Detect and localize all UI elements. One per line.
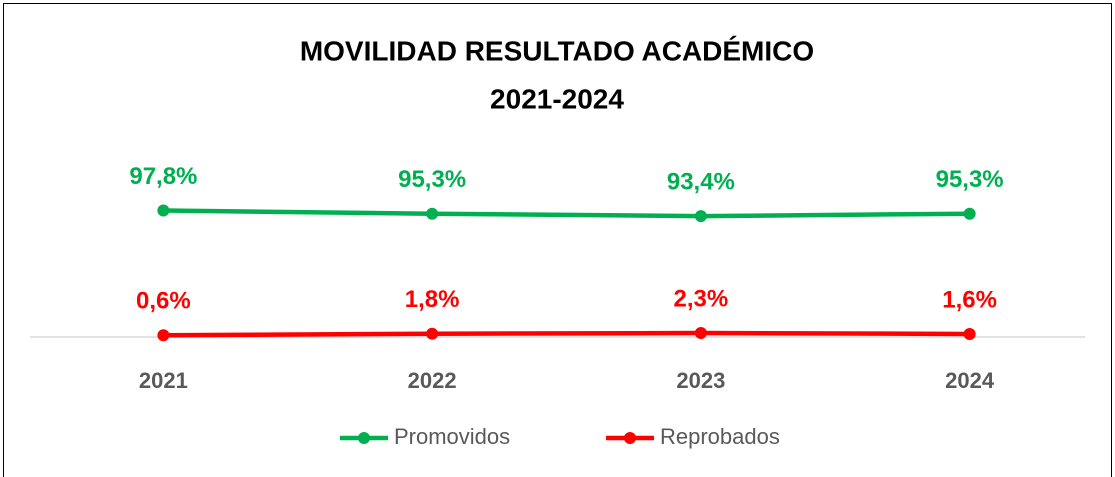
point xyxy=(157,329,170,342)
point xyxy=(963,327,976,340)
point xyxy=(694,210,707,223)
data-label: 95,3% xyxy=(398,166,466,193)
legend-label: Reprobados xyxy=(660,424,780,449)
chart-title: MOVILIDAD RESULTADO ACADÉMICO xyxy=(300,35,814,66)
legend-marker xyxy=(624,432,636,444)
data-label: 0,6% xyxy=(136,288,191,315)
point xyxy=(426,327,439,340)
point xyxy=(157,204,170,217)
data-label: 93,4% xyxy=(667,168,735,195)
data-label: 97,8% xyxy=(129,163,197,190)
series-line xyxy=(163,330,970,338)
x-tick-label: 2022 xyxy=(408,368,457,393)
chart-frame xyxy=(3,3,1112,477)
data-label: 1,6% xyxy=(942,286,997,313)
data-label: 95,3% xyxy=(936,166,1004,193)
legend-label: Promovidos xyxy=(394,424,510,449)
x-tick-label: 2021 xyxy=(139,368,188,393)
chart-subtitle: 2021-2024 xyxy=(490,83,624,114)
x-tick-label: 2023 xyxy=(676,368,725,393)
legend-marker xyxy=(358,432,370,444)
series-line xyxy=(163,208,970,219)
point xyxy=(426,207,439,220)
point xyxy=(963,207,976,220)
x-tick-label: 2024 xyxy=(945,368,995,393)
point xyxy=(694,327,707,340)
data-label: 1,8% xyxy=(405,286,460,313)
data-label: 2,3% xyxy=(674,285,729,312)
